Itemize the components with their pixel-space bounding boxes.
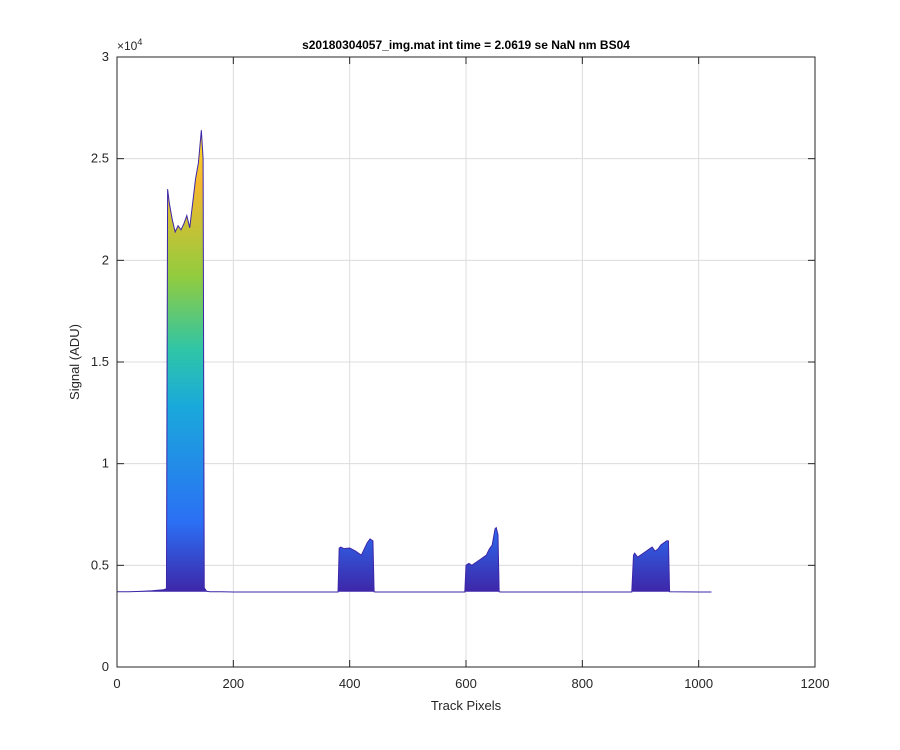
x-tick-label: 600 [455,676,477,691]
y-tick-label: 0 [102,659,109,674]
y-tick-label: 1.5 [91,354,109,369]
y-tick-label: 2.5 [91,151,109,166]
signal-line [117,130,712,593]
y-axis-label: Signal (ADU) [67,324,82,400]
x-tick-label: 0 [113,676,120,691]
y-tick-label: 0.5 [91,557,109,572]
x-tick-label: 200 [222,676,244,691]
y-tick-label: 2 [102,252,109,267]
y-tick-label: 1 [102,456,109,471]
axis-ticks [116,56,816,668]
signal-area [117,130,712,592]
x-tick-label: 1000 [684,676,713,691]
x-tick-label: 800 [571,676,593,691]
data-series [117,130,712,593]
chart-title: s20180304057_img.mat int time = 2.0619 s… [302,38,630,52]
x-tick-label: 1200 [801,676,830,691]
x-tick-label: 400 [339,676,361,691]
y-tick-labels: 0 0.5 1 1.5 2 2.5 3 [91,49,109,674]
y-exponent-label: ×104 [117,37,142,53]
x-tick-labels: 0 200 400 600 800 1000 1200 [113,676,829,691]
y-tick-label: 3 [102,49,109,64]
x-axis-label: Track Pixels [431,698,502,713]
y-exponent-power: 4 [137,37,142,47]
